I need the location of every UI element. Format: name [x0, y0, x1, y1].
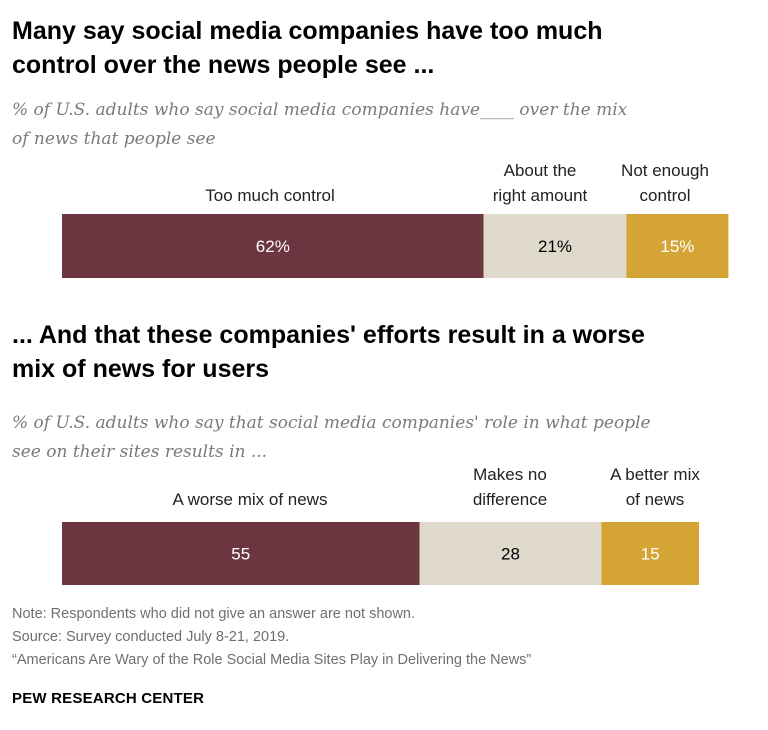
org-logo-text: PEW RESEARCH CENTER — [12, 690, 205, 707]
chart1-cat-too-much: Too much control — [150, 183, 390, 208]
chart1-subtitle-line1: % of U.S. adults who say social media co… — [12, 100, 628, 120]
chart2-title-line1: ... And that these companies' efforts re… — [12, 321, 645, 349]
chart2-label-better: 15 — [641, 545, 660, 564]
chart1-cat-right-amount-line2: right amount — [492, 186, 588, 205]
chart1-cat-too-much-line1: Too much control — [205, 186, 335, 205]
chart2-stacked-bar: 55 28 15 — [62, 522, 699, 585]
chart2-cat-no-difference: Makes no difference — [440, 462, 580, 512]
chart1-title: Many say social media companies have too… — [12, 14, 603, 82]
chart2-label-no-difference: 28 — [501, 545, 520, 564]
chart2-subtitle-line2: see on their sites results in ... — [12, 442, 268, 462]
chart2-cat-better-line1: A better mix — [610, 465, 700, 484]
chart1-cat-not-enough: Not enough control — [605, 158, 725, 208]
chart2-cat-better-line2: of news — [625, 490, 685, 509]
chart1-title-line2: control over the news people see ... — [12, 51, 435, 79]
chart1-cat-not-enough-line1: Not enough — [621, 161, 709, 180]
chart2-cat-worse: A worse mix of news — [130, 487, 370, 512]
note-text: Note: Respondents who did not give an an… — [12, 606, 416, 622]
chart2-cat-no-difference-line2: difference — [472, 490, 548, 509]
chart1-label-not-enough: 15% — [660, 237, 694, 256]
chart2-bar-worse — [62, 522, 420, 585]
chart1-stacked-bar: 62% 21% 15% — [62, 214, 729, 278]
chart2-cat-worse-line1: A worse mix of news — [172, 490, 328, 509]
chart1-subtitle-line2: of news that people see — [12, 129, 216, 149]
chart1-cat-right-amount: About the right amount — [470, 158, 610, 208]
chart2-bar-better — [601, 522, 699, 585]
chart1-label-too-much: 62% — [256, 237, 290, 256]
chart1-label-right-amount: 21% — [538, 237, 572, 256]
chart2-cat-better: A better mix of news — [590, 462, 720, 512]
chart1-bar-right-amount — [483, 214, 627, 278]
chart1-title-line1: Many say social media companies have too… — [12, 17, 603, 45]
chart2-subtitle: % of U.S. adults who say that social med… — [12, 409, 651, 467]
chart2-cat-no-difference-line1: Makes no — [473, 465, 547, 484]
source-text: Source: Survey conducted July 8-21, 2019… — [12, 629, 290, 645]
chart1-subtitle: % of U.S. adults who say social media co… — [12, 96, 627, 154]
chart2-subtitle-line1: % of U.S. adults who say that social med… — [12, 413, 651, 433]
chart1-cat-right-amount-line1: About the — [503, 161, 577, 180]
chart1-bar-not-enough — [626, 214, 729, 278]
chart2-title: ... And that these companies' efforts re… — [12, 318, 645, 386]
chart1-cat-not-enough-line2: control — [639, 186, 691, 205]
report-title: “Americans Are Wary of the Role Social M… — [12, 652, 532, 668]
chart1-bar-too-much — [62, 214, 484, 278]
notes: Note: Respondents who did not give an an… — [12, 603, 531, 672]
chart2-label-worse: 55 — [231, 545, 250, 564]
chart2-title-line2: mix of news for users — [12, 355, 270, 383]
chart2-bar-no-difference — [419, 522, 602, 585]
